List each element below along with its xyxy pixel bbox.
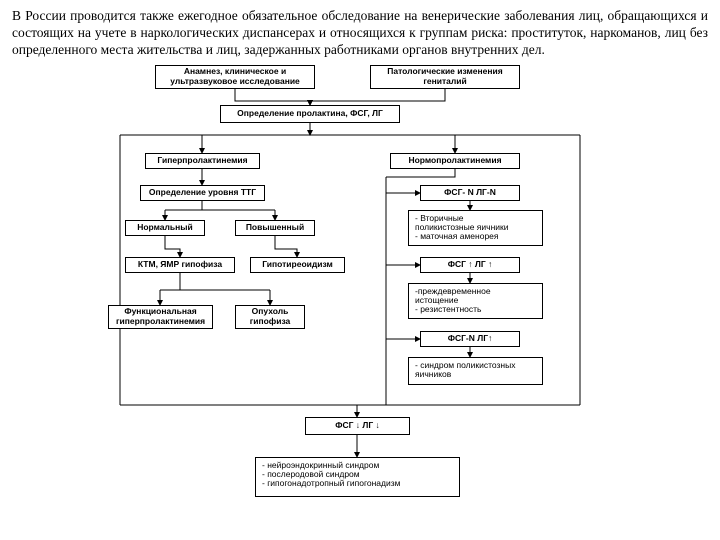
flowchart-node-n2: Патологические изменения гениталий xyxy=(370,65,520,89)
flowchart-node-n5: Нормопролактинемия xyxy=(390,153,520,169)
flowchart-node-n11: КТМ, ЯМР гипофиза xyxy=(125,257,235,273)
flowchart-node-n7: ФСГ- N ЛГ-N xyxy=(420,185,520,201)
flowchart-node-n9: Нормальный xyxy=(125,220,205,236)
flowchart-node-n3: Определение пролактина, ФСГ, ЛГ xyxy=(220,105,400,123)
flowchart-node-n20: - нейроэндокринный синдром - послеродово… xyxy=(255,457,460,497)
flowchart-node-n15: Функциональная гиперпролактинемия xyxy=(108,305,213,329)
flowchart-node-n6: Определение уровня ТТГ xyxy=(140,185,265,201)
flowchart-node-n18: - синдром поликистозных яичников xyxy=(408,357,543,385)
flowchart-node-n16: Опухоль гипофиза xyxy=(235,305,305,329)
flowchart-diagram: Анамнез, клиническое и ультразвуковое ис… xyxy=(80,65,640,523)
flowchart-node-n19: ФСГ ↓ ЛГ ↓ xyxy=(305,417,410,435)
flowchart-node-n8: - Вторичные поликистозные яичники - мато… xyxy=(408,210,543,246)
flowchart-node-n1: Анамнез, клиническое и ультразвуковое ис… xyxy=(155,65,315,89)
flowchart-connectors xyxy=(80,65,640,523)
flowchart-node-n14: -преждевременное истощение - резистентно… xyxy=(408,283,543,319)
flowchart-node-n12: Гипотиреоидизм xyxy=(250,257,345,273)
flowchart-node-n17: ФСГ-N ЛГ↑ xyxy=(420,331,520,347)
intro-paragraph: В России проводится также ежегодное обяз… xyxy=(12,8,708,59)
flowchart-node-n10: Повышенный xyxy=(235,220,315,236)
flowchart-node-n4: Гиперпролактинемия xyxy=(145,153,260,169)
flowchart-node-n13: ФСГ ↑ ЛГ ↑ xyxy=(420,257,520,273)
